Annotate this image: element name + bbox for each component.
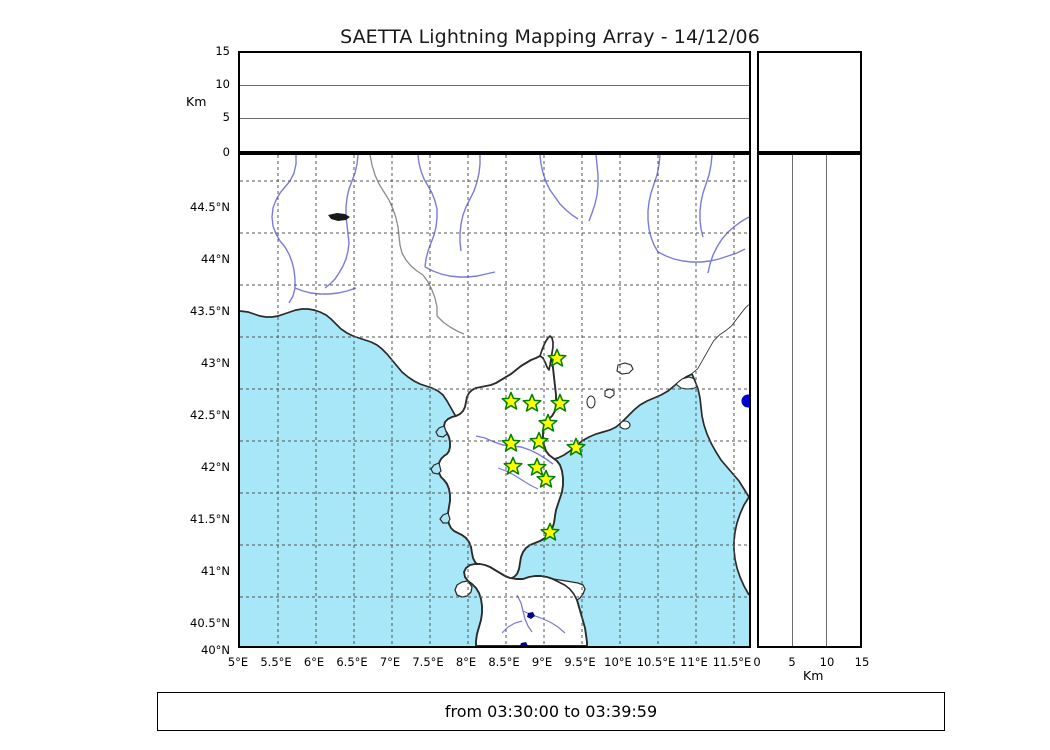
tick-map-y-43: 43°N (201, 356, 230, 370)
tick-map-x-5: 5°E (227, 655, 249, 669)
tick-map-y-42-5: 42.5°N (190, 408, 230, 422)
panel-map[interactable] (238, 153, 751, 648)
tick-map-x-11: 11°E (680, 655, 708, 669)
axis-label-top-km: Km (186, 94, 207, 109)
station-marker[interactable] (527, 457, 547, 477)
tick-right-x-0: 0 (753, 655, 761, 669)
station-marker[interactable] (536, 469, 556, 489)
tick-map-y-44-5: 44.5°N (190, 200, 230, 214)
tick-map-x-7-5: 7.5°E (412, 655, 444, 669)
tick-top-y-5: 5 (222, 110, 230, 124)
station-marker[interactable] (547, 348, 567, 368)
tick-map-y-40-5: 40.5°N (190, 616, 230, 630)
tick-map-x-8: 8°E (455, 655, 477, 669)
gridline-v-5km (792, 155, 793, 646)
map-geography (240, 155, 749, 646)
panel-corner-blank[interactable] (757, 51, 862, 153)
tick-map-y-42: 42°N (201, 460, 230, 474)
station-marker[interactable] (503, 456, 523, 476)
gridline-h-10km (240, 85, 749, 86)
tick-map-y-43-5: 43.5°N (190, 304, 230, 318)
tick-map-x-9: 9°E (531, 655, 553, 669)
page-title: SAETTA Lightning Mapping Array - 14/12/0… (340, 26, 760, 48)
station-marker[interactable] (566, 437, 586, 457)
tick-map-x-10-5: 10.5°E (636, 655, 676, 669)
tick-map-x-6: 6°E (303, 655, 325, 669)
status-bar[interactable]: from 03:30:00 to 03:39:59 (157, 692, 945, 731)
tick-map-y-41: 41°N (201, 564, 230, 578)
source-marker[interactable] (741, 394, 749, 408)
gridline-v-10km (826, 155, 827, 646)
tick-map-y-41-5: 41.5°N (190, 512, 230, 526)
tick-map-x-11-5: 11.5°E (712, 655, 752, 669)
station-marker[interactable] (529, 431, 549, 451)
tick-top-y-10: 10 (215, 77, 230, 91)
tick-top-y-0: 0 (222, 145, 230, 159)
station-marker[interactable] (538, 413, 558, 433)
tick-map-x-5-5: 5.5°E (260, 655, 292, 669)
tick-top-y-15: 15 (215, 44, 230, 58)
station-marker[interactable] (550, 393, 570, 413)
tick-map-x-7: 7°E (379, 655, 401, 669)
panel-latitude-vs-height[interactable] (757, 153, 862, 648)
station-marker[interactable] (501, 391, 521, 411)
tick-right-x-10: 10 (819, 655, 835, 669)
station-marker[interactable] (522, 393, 542, 413)
tick-map-y-40: 40°N (201, 643, 230, 657)
tick-map-x-9-5: 9.5°E (564, 655, 596, 669)
tick-map-x-10: 10°E (604, 655, 632, 669)
station-marker[interactable] (501, 433, 521, 453)
station-marker[interactable] (540, 522, 560, 542)
tick-map-x-8-5: 8.5°E (488, 655, 520, 669)
tick-right-x-5: 5 (788, 655, 796, 669)
gridline-h-5km (240, 118, 749, 119)
panel-height-vs-longitude[interactable] (238, 51, 751, 153)
tick-right-x-15: 15 (854, 655, 870, 669)
status-time-range: from 03:30:00 to 03:39:59 (444, 702, 658, 721)
tick-map-y-44: 44°N (201, 252, 230, 266)
tick-map-x-6-5: 6.5°E (336, 655, 368, 669)
axis-label-right-km: Km (803, 668, 824, 683)
